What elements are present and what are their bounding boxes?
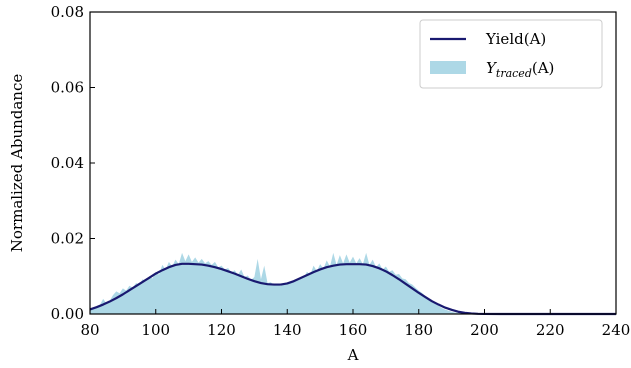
y-axis-label: Normalized Abundance [8, 74, 26, 253]
x-tick-label: 120 [207, 321, 236, 339]
yield-line-layer [89, 262, 616, 316]
y-tick-label: 0.06 [51, 79, 84, 97]
y-axis-ticks: 0.00 0.02 0.04 0.06 0.08 [51, 3, 95, 323]
traced-area-layer [90, 252, 485, 314]
x-axis-label: A [347, 346, 359, 364]
x-tick-label: 140 [273, 321, 302, 339]
legend-swatch-traced [430, 61, 466, 74]
legend-label-yield: Yield(A) [485, 30, 546, 48]
x-axis-ticks: 80 100 120 140 160 180 200 220 240 [80, 309, 630, 339]
x-tick-label: 220 [536, 321, 565, 339]
traced-area [90, 252, 485, 314]
x-tick-label: 80 [80, 321, 99, 339]
y-tick-label: 0.02 [51, 230, 84, 248]
legend: Yield(A) Ytraced(A) [419, 19, 603, 89]
y-tick-label: 0.04 [51, 154, 84, 172]
x-tick-label: 180 [404, 321, 433, 339]
x-tick-label: 160 [339, 321, 368, 339]
legend-label-traced: Ytraced(A) [486, 59, 554, 80]
y-tick-label: 0.08 [51, 3, 84, 21]
x-tick-label: 100 [141, 321, 170, 339]
x-tick-label: 200 [470, 321, 499, 339]
y-tick-label: 0.00 [51, 305, 84, 323]
yield-line [89, 262, 616, 316]
x-tick-label: 240 [602, 321, 631, 339]
